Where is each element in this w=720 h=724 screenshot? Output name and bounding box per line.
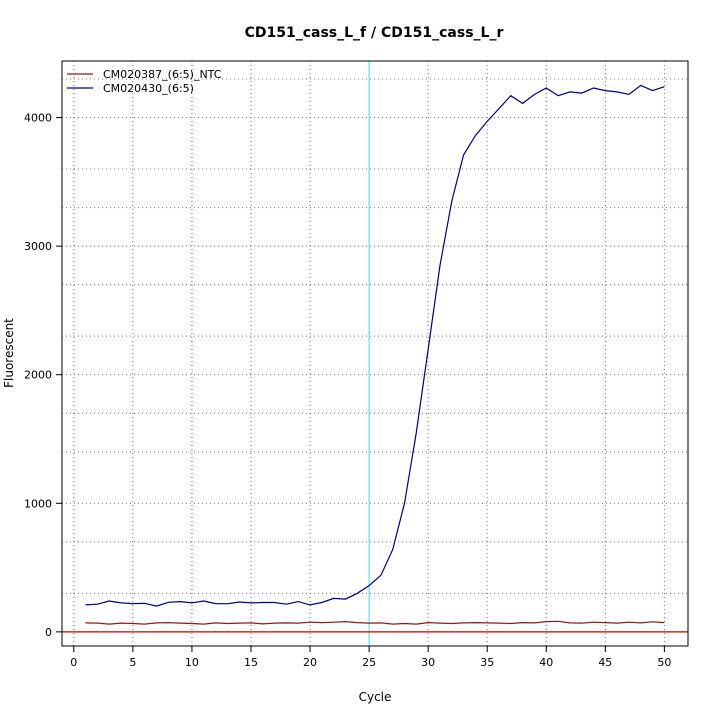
y-tick-label: 2000 [24,369,52,382]
y-tick-label: 1000 [24,497,52,510]
x-tick-label: 30 [421,656,435,669]
y-axis-label: Fluorescent [2,318,16,388]
series-line-2 [85,84,665,607]
x-tick-label: 45 [598,656,612,669]
chart-title: CD151_cass_L_f / CD151_cass_L_r [245,25,504,41]
axis-layer: 0 5 10 15 20 25 30 35 40 45 50 0 1000 2000 3000 4000 [24,112,671,669]
legend-label-2: CM020430_(6:5) [103,82,194,95]
x-axis-label: Cycle [359,690,392,704]
x-tick-label: 0 [70,656,77,669]
x-tick-label: 5 [129,656,136,669]
y-tick-label: 3000 [24,240,52,253]
x-tick-label: 10 [185,656,199,669]
series-line-1 [85,620,665,625]
x-tick-label: 40 [539,656,553,669]
x-tick-label: 15 [244,656,258,669]
y-tick-label: 0 [45,626,52,639]
plot-frame [61,60,689,647]
y-tick-label: 4000 [24,112,52,125]
series-layer [62,61,688,646]
legend-label-1: CM020387_(6:5)_NTC [103,68,222,81]
x-tick-label: 35 [480,656,494,669]
x-tick-label: 20 [303,656,317,669]
x-tick-label: 25 [362,656,376,669]
x-tick-label: 50 [657,656,671,669]
